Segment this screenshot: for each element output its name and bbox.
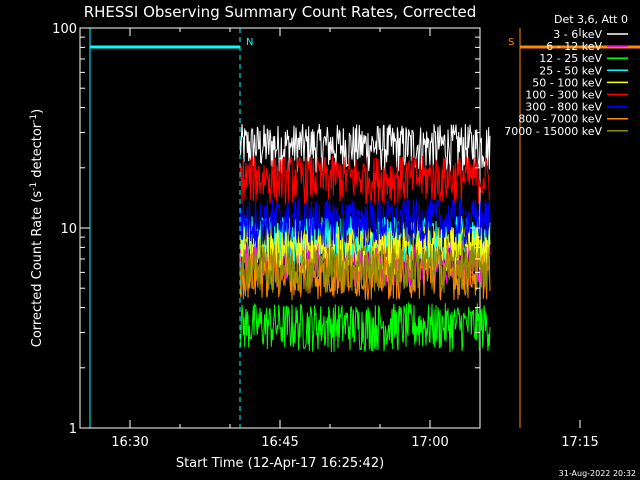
x-tick-label-0: 16:30 xyxy=(111,435,148,450)
timestamp: 31-Aug-2022 20:32 xyxy=(559,469,636,478)
legend-label-2: 12 - 25 keV xyxy=(539,52,602,65)
x-axis-label: Start Time (12-Apr-17 16:25:42) xyxy=(176,456,384,471)
x-tick-label-3: 17:15 xyxy=(561,435,598,450)
annotation-layer: NNS xyxy=(89,28,640,428)
data-layer xyxy=(239,123,491,353)
legend-label-8: 7000 - 15000 keV xyxy=(504,125,602,138)
series-trace-6-segment-0 xyxy=(239,198,491,248)
y-tick-label-0: 1 xyxy=(69,422,77,437)
legend-label-4: 50 - 100 keV xyxy=(532,76,602,89)
series-trace-0-segment-0 xyxy=(239,123,491,173)
y-tick-label-1: 10 xyxy=(60,222,77,237)
annotation-label-2: S xyxy=(508,37,514,48)
y-tick-label-2: 100 xyxy=(52,22,77,37)
y-axis-label: Corrected Count Rate (s-1 detector-1) xyxy=(29,109,45,347)
series-trace-2-segment-0 xyxy=(239,301,491,353)
series-trace-5-segment-0 xyxy=(239,155,491,205)
legend-label-5: 100 - 300 keV xyxy=(525,89,602,102)
legend-header: Det 3,6, Att 0 xyxy=(554,13,628,26)
legend-label-6: 300 - 800 keV xyxy=(525,101,602,114)
legend-label-1: 6 - 12 keV xyxy=(546,40,602,53)
legend-label-0: 3 - 6 keV xyxy=(553,28,602,41)
x-tick-label-1: 16:45 xyxy=(261,435,298,450)
legend-label-3: 25 - 50 keV xyxy=(539,64,602,77)
annotation-label-0: N xyxy=(246,37,253,48)
legend-label-7: 800 - 7000 keV xyxy=(518,113,602,126)
axis-layer: 16:3016:4517:0017:1517:3017:4518:0011010… xyxy=(52,22,599,450)
x-tick-label-2: 17:00 xyxy=(411,435,448,450)
series-trace-8-segment-0 xyxy=(239,242,491,294)
chart-title: RHESSI Observing Summary Count Rates, Co… xyxy=(84,3,477,21)
